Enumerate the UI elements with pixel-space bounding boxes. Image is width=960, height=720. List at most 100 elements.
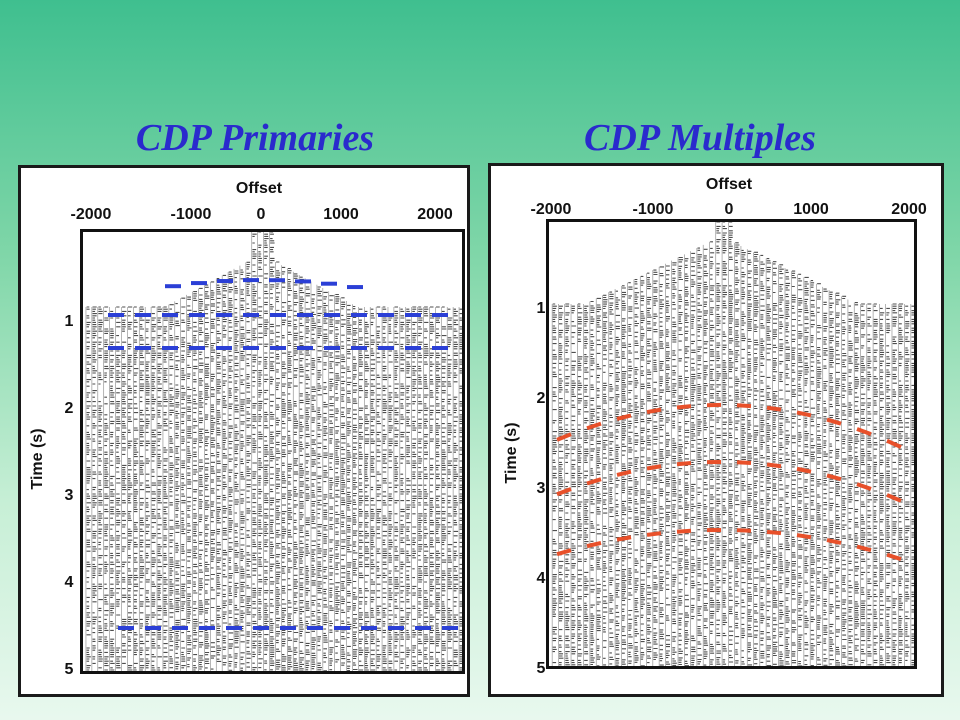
trace-wiggles bbox=[634, 278, 640, 663]
trace-wiggles bbox=[282, 266, 287, 671]
time-axis-label: Time (s) bbox=[503, 422, 520, 484]
seismic-traces-primaries bbox=[85, 232, 462, 671]
event-dash bbox=[736, 528, 752, 533]
trace-wiggles bbox=[347, 304, 352, 671]
trace-wiggles bbox=[258, 232, 263, 669]
event-dash bbox=[556, 487, 572, 497]
trace-wiggles bbox=[861, 303, 866, 664]
trace-wiggles bbox=[400, 308, 405, 669]
trace-wiggles bbox=[735, 242, 740, 664]
trace-wiggles bbox=[886, 307, 891, 664]
event-dash bbox=[556, 432, 572, 442]
trace-wiggles bbox=[722, 222, 728, 665]
trace-wiggles bbox=[779, 264, 784, 666]
trace-wiggles bbox=[92, 306, 97, 664]
trace-wiggles bbox=[169, 304, 174, 669]
trace-wiggles bbox=[747, 250, 753, 666]
trace-wiggles bbox=[873, 303, 879, 664]
trace-wiggles bbox=[691, 252, 696, 666]
y-tick: 1 bbox=[64, 313, 74, 330]
trace-wiggles bbox=[436, 306, 441, 671]
trace-wiggles bbox=[842, 295, 847, 666]
trace-wiggles bbox=[804, 276, 809, 666]
x-tick: 2000 bbox=[891, 201, 927, 218]
trace-wiggles bbox=[252, 233, 257, 671]
trace-wiggles bbox=[810, 280, 816, 666]
y-tick: 4 bbox=[536, 570, 546, 587]
trace-wiggles bbox=[364, 310, 370, 671]
trace-wiggles bbox=[199, 287, 204, 670]
event-dash bbox=[616, 413, 632, 421]
event-dash bbox=[676, 461, 692, 467]
y-tick: 2 bbox=[64, 400, 74, 417]
event-dash bbox=[826, 473, 842, 482]
event-dash bbox=[886, 552, 902, 562]
y-tick: 2 bbox=[536, 390, 546, 407]
trace-wiggles bbox=[609, 291, 614, 665]
trace-wiggles bbox=[181, 297, 186, 669]
event-dash bbox=[586, 477, 602, 486]
title-cdp-multiples: CDP Multiples bbox=[584, 117, 816, 159]
event-dash bbox=[586, 540, 602, 549]
trace-wiggles bbox=[729, 222, 734, 663]
trace-wiggles bbox=[773, 261, 778, 665]
trace-wiggles bbox=[697, 247, 702, 665]
trace-wiggles bbox=[353, 305, 358, 671]
trace-wiggles bbox=[880, 307, 885, 666]
trace-wiggles bbox=[760, 254, 765, 663]
y-tick: 4 bbox=[64, 574, 74, 591]
trace-wiggles bbox=[672, 262, 677, 666]
event-markers bbox=[108, 278, 458, 630]
event-markers bbox=[556, 402, 902, 562]
trace-wiggles bbox=[311, 294, 317, 670]
x-tick: 0 bbox=[724, 201, 734, 218]
trace-wiggles bbox=[823, 288, 828, 666]
x-tick: 1000 bbox=[323, 206, 359, 223]
trace-wiggles bbox=[571, 305, 577, 666]
trace-group bbox=[551, 222, 914, 666]
trace-wiggles bbox=[622, 285, 627, 665]
trace-wiggles bbox=[678, 256, 684, 666]
x-tick: -1000 bbox=[632, 201, 674, 218]
event-dash bbox=[616, 469, 632, 477]
x-tick: -2000 bbox=[530, 201, 572, 218]
trace-wiggles bbox=[603, 294, 608, 666]
trace-wiggles bbox=[647, 272, 652, 664]
trace-wiggles bbox=[867, 303, 872, 666]
trace-wiggles bbox=[577, 303, 583, 666]
trace-wiggles bbox=[653, 269, 658, 661]
trace-wiggles bbox=[151, 306, 157, 671]
trace-wiggles bbox=[133, 306, 139, 671]
trace-wiggles bbox=[741, 249, 746, 665]
y-tick: 5 bbox=[64, 661, 74, 678]
event-dash bbox=[676, 404, 692, 410]
seismic-gather-multiples bbox=[546, 219, 917, 669]
event-dash bbox=[646, 531, 662, 537]
trace-wiggles bbox=[911, 305, 914, 666]
x-tick: 0 bbox=[256, 206, 266, 223]
event-dash bbox=[796, 466, 812, 474]
event-dash bbox=[766, 405, 782, 412]
trace-wiggles bbox=[898, 303, 904, 664]
trace-wiggles bbox=[684, 258, 690, 666]
trace-group bbox=[85, 232, 462, 671]
event-dash bbox=[766, 462, 782, 469]
event-dash bbox=[646, 407, 662, 415]
offset-axis-label: Offset bbox=[235, 180, 283, 197]
event-dash bbox=[736, 460, 752, 466]
trace-wiggles bbox=[205, 284, 210, 669]
event-dash bbox=[616, 535, 632, 542]
trace-wiggles bbox=[615, 290, 621, 666]
trace-wiggles bbox=[716, 222, 721, 665]
trace-wiggles bbox=[666, 265, 671, 665]
event-dash bbox=[676, 528, 692, 534]
y-tick: 3 bbox=[536, 480, 546, 497]
trace-wiggles bbox=[104, 306, 109, 671]
x-tick: -2000 bbox=[70, 206, 112, 223]
primaries-panel: Offset -2000 -1000 0 1000 2000 1 2 3 4 5… bbox=[18, 165, 470, 697]
event-dash bbox=[766, 529, 782, 536]
trace-wiggles bbox=[139, 306, 145, 671]
trace-wiggles bbox=[829, 291, 835, 665]
trace-wiggles bbox=[175, 303, 180, 670]
trace-wiggles bbox=[441, 306, 447, 671]
